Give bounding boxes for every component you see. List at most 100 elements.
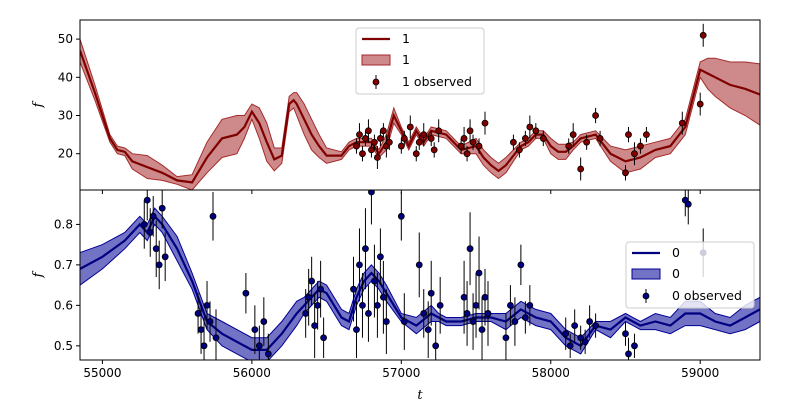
observed-point — [586, 318, 594, 325]
observed-point — [353, 326, 360, 334]
legend-label-observed: 1 observed — [402, 74, 472, 89]
observed-point — [371, 277, 378, 285]
observed-point — [400, 135, 408, 142]
observed-point — [242, 289, 250, 297]
legend-label-line: 0 — [672, 245, 680, 260]
observed-point — [625, 131, 632, 139]
observed-point — [379, 293, 387, 301]
observed-point — [427, 289, 435, 297]
observed-point — [350, 285, 357, 293]
observed-point — [435, 127, 443, 135]
observed-point — [699, 31, 707, 39]
confidence-band-bottom — [80, 207, 760, 360]
observed-point — [511, 318, 519, 325]
observed-point — [562, 330, 570, 338]
observed-point — [420, 310, 428, 317]
observed-point — [368, 146, 375, 154]
observed-point — [146, 229, 154, 236]
y-tick-label: 30 — [58, 109, 73, 123]
observed-point — [376, 135, 384, 142]
observed-point — [565, 142, 573, 150]
observed-point — [379, 127, 387, 135]
observed-point — [592, 112, 600, 119]
observed-point — [140, 221, 148, 228]
observed-point — [481, 293, 489, 301]
observed-point — [415, 138, 423, 146]
legend-top: 1 1 1 observed — [355, 27, 485, 95]
observed-point — [521, 135, 529, 142]
observed-point — [353, 142, 360, 150]
observed-point — [596, 135, 604, 142]
observed-point — [583, 138, 591, 146]
observed-point — [631, 342, 638, 350]
observed-point — [637, 142, 644, 150]
observed-point — [305, 293, 313, 301]
observed-point — [314, 301, 322, 309]
observed-point — [481, 119, 489, 127]
x-tick-label: 59000 — [681, 366, 719, 380]
observed-point — [502, 334, 510, 342]
observed-point — [412, 150, 420, 158]
observed-point — [430, 146, 438, 154]
observed-point — [158, 204, 166, 212]
observed-point — [374, 154, 381, 161]
x-tick-label: 56000 — [233, 366, 271, 380]
observed-point — [581, 338, 589, 346]
observed-point — [569, 131, 577, 139]
observed-point — [678, 119, 686, 127]
observed-point — [251, 326, 259, 334]
observed-point — [359, 301, 366, 309]
observed-point — [264, 350, 272, 358]
model-line-top — [80, 50, 760, 184]
observed-point — [255, 342, 263, 350]
y-axis-label: f — [31, 270, 46, 278]
observed-point — [424, 326, 432, 334]
x-tick-label: 55000 — [83, 366, 121, 380]
observed-point — [484, 310, 492, 317]
observed-point — [571, 322, 579, 329]
legend-point-swatch — [372, 78, 380, 86]
observed-point — [466, 127, 474, 135]
observed-point — [622, 169, 629, 177]
plot-area-top — [80, 23, 760, 190]
observed-point — [260, 318, 268, 325]
observed-point — [400, 318, 408, 325]
observed-point — [420, 131, 428, 139]
observed-point — [472, 301, 480, 309]
observed-point — [197, 326, 205, 334]
observed-point — [526, 301, 534, 309]
observed-point — [406, 123, 414, 131]
observed-point — [684, 200, 692, 208]
observed-point — [209, 212, 217, 220]
observed-point — [371, 138, 378, 146]
legend-point-swatch — [642, 292, 650, 300]
observed-point — [643, 131, 650, 139]
y-tick-label: 0.7 — [54, 258, 73, 272]
legend-label-band: 1 — [402, 52, 410, 67]
model-line-bottom — [80, 214, 760, 351]
legend-label-band: 0 — [672, 266, 680, 281]
observed-point — [625, 350, 632, 358]
legend-band-swatch — [361, 54, 391, 66]
observed-point — [362, 135, 369, 142]
y-tick-label: 40 — [58, 70, 73, 84]
observed-point — [194, 310, 202, 317]
observed-point — [696, 100, 704, 108]
observed-point — [436, 301, 444, 309]
observed-point — [356, 131, 363, 139]
observed-point — [463, 150, 471, 158]
y-tick-label: 0.5 — [54, 339, 73, 353]
observed-point — [368, 190, 375, 196]
observed-point — [356, 261, 363, 269]
observed-point — [460, 293, 468, 301]
observed-point — [457, 142, 465, 150]
observed-point — [478, 326, 486, 334]
observed-point — [475, 269, 483, 277]
observed-point — [532, 127, 540, 135]
observed-point — [466, 245, 474, 253]
observed-point — [622, 330, 629, 338]
top-panel: 20 30 40 50 f 1 1 1 observed — [31, 19, 761, 194]
observed-point — [308, 277, 316, 285]
observed-point — [365, 127, 372, 135]
observed-point — [385, 138, 393, 146]
